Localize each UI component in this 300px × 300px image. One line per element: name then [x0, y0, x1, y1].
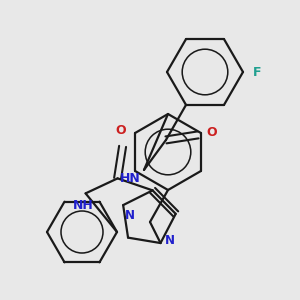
- Text: HN: HN: [120, 172, 141, 185]
- Text: N: N: [125, 209, 135, 222]
- Text: N: N: [164, 233, 175, 247]
- Text: F: F: [253, 65, 262, 79]
- Text: O: O: [115, 124, 126, 137]
- Text: O: O: [206, 126, 217, 140]
- Text: NH: NH: [73, 200, 94, 212]
